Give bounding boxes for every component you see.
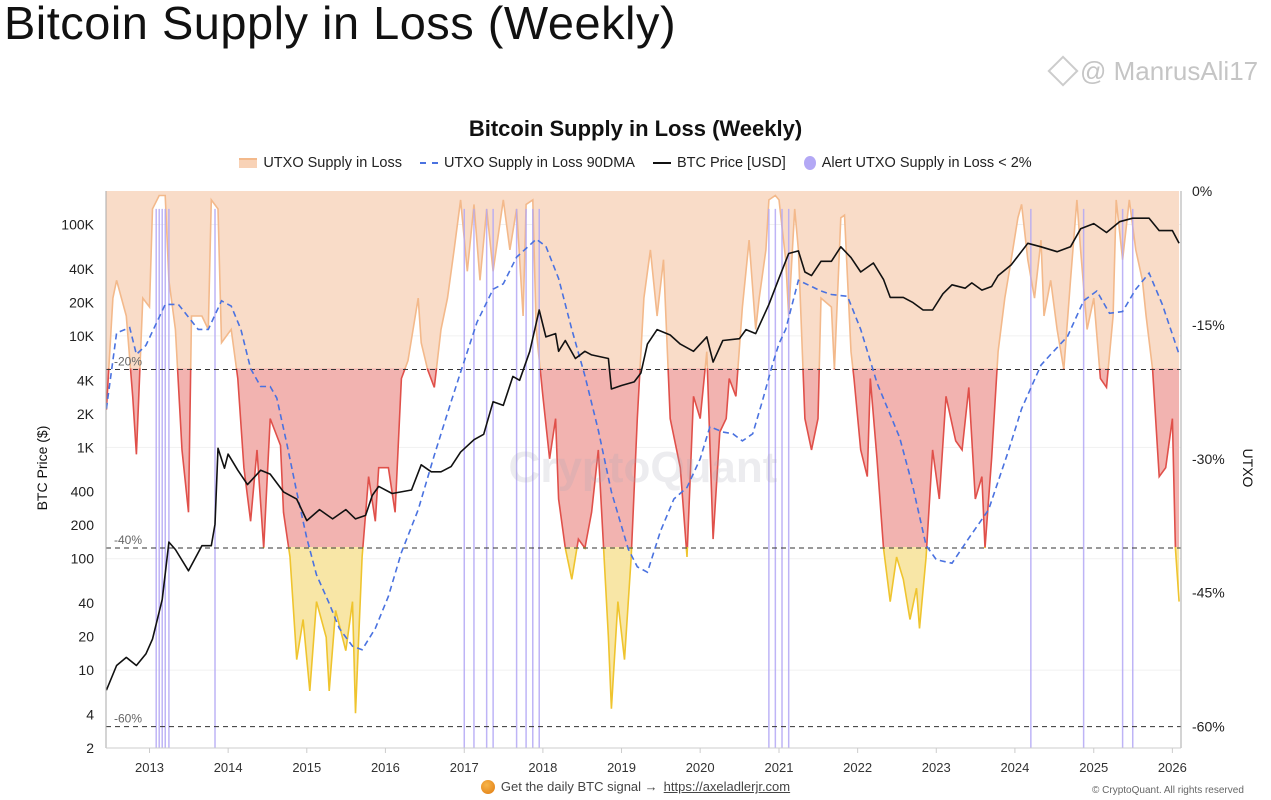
x-tick-label: 2024 [1000,760,1029,775]
x-tick-label: 2019 [607,760,636,775]
left-tick-label: 20 [78,629,94,645]
left-tick-label: 20K [69,294,95,310]
legend-item-btc-price[interactable]: BTC Price [USD] [652,155,786,171]
legend-item-supply-in-loss[interactable]: UTXO Supply in Loss [239,155,402,171]
right-tick-label: -15% [1192,317,1225,333]
x-tick-label: 2021 [765,760,794,775]
left-tick-label: 2K [77,406,95,422]
footer-text: Get the daily BTC signal → [500,779,658,794]
x-tick-label: 2020 [686,760,715,775]
left-tick-label: 10K [69,328,95,344]
left-tick-label: 4K [77,372,95,388]
legend-label: UTXO Supply in Loss [263,155,402,171]
x-tick-label: 2022 [843,760,872,775]
legend-item-90dma[interactable]: UTXO Supply in Loss 90DMA [419,155,635,171]
x-tick-label: 2018 [528,760,557,775]
x-tick-label: 2025 [1079,760,1108,775]
chart-watermark: CryptoQuant [509,443,778,492]
left-tick-label: 4 [86,706,94,722]
right-tick-label: -45% [1192,585,1225,601]
copyright: © CryptoQuant. All rights reserved [1092,785,1244,796]
legend-label: BTC Price [USD] [676,155,786,171]
bitcoin-coin-icon [480,779,495,794]
line-swatch-icon [652,162,671,164]
left-tick-label: 100K [61,217,94,233]
chart-title: Bitcoin Supply in Loss (Weekly) [468,116,803,141]
dot-swatch-icon [803,156,816,170]
threshold-label: -20% [114,355,142,369]
left-tick-label: 2 [86,740,94,756]
supply-in-loss-90dma-line [106,238,1180,651]
x-tick-label: 2016 [371,760,400,775]
btc-price-line [106,217,1180,691]
page-title: Bitcoin Supply in Loss (Weekly) [4,0,677,49]
left-tick-label: 100 [71,551,95,567]
left-tick-label: 400 [71,484,95,500]
footer-link[interactable]: https://axeladlerjr.com [663,779,791,794]
threshold-label: -60% [114,712,142,726]
threshold-label: -40% [114,533,142,547]
dashed-line-swatch-icon [419,162,438,164]
x-tick-label: 2017 [450,760,479,775]
left-tick-label: 40K [69,261,95,277]
area-swatch-icon [239,158,258,168]
x-tick-label: 2013 [135,760,164,775]
left-tick-label: 1K [77,439,95,455]
right-tick-label: -30% [1192,451,1225,467]
chart-legend: UTXO Supply in Loss UTXO Supply in Loss … [0,155,1271,171]
supply-in-loss-area-band-orange [106,191,1180,370]
x-tick-label: 2026 [1158,760,1187,775]
supply-in-loss-line-band-red [106,368,1177,549]
legend-label: Alert UTXO Supply in Loss < 2% [821,155,1032,171]
user-watermark: @ ManrusAli17 [1080,56,1259,86]
left-tick-label: 40 [78,595,94,611]
right-axis-label: UTXO [1240,448,1256,488]
legend-label: UTXO Supply in Loss 90DMA [443,155,635,171]
footer: Get the daily BTC signal → https://axela… [0,779,1271,794]
left-axis-label: BTC Price ($) [34,425,50,511]
x-tick-label: 2014 [214,760,243,775]
left-tick-label: 200 [71,517,95,533]
legend-item-alert[interactable]: Alert UTXO Supply in Loss < 2% [803,155,1032,171]
left-tick-label: 10 [78,662,94,678]
right-tick-label: 0% [1192,183,1212,199]
supply-in-loss-area-band-red [106,368,1180,549]
x-tick-label: 2015 [292,760,321,775]
right-tick-label: -60% [1192,719,1225,735]
x-tick-label: 2023 [922,760,951,775]
